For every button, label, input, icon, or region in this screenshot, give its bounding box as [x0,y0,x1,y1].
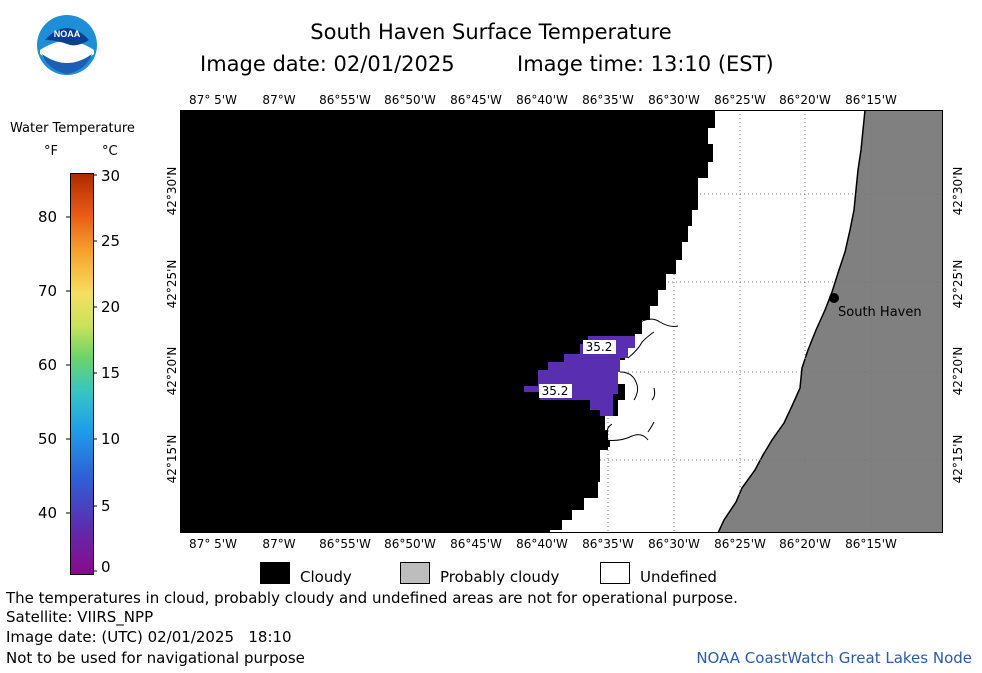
footer-credit: NOAA CoastWatch Great Lakes Node [696,649,972,667]
c-tick: 20 [101,298,121,316]
lon-label: 86°15'W [845,537,897,551]
lon-label: 86°15'W [845,93,897,107]
footer-utc-date: Image date: (UTC) 02/01/2025 18:10 [6,628,292,646]
temp-label-lower: 35.2 [539,384,572,398]
footer-disclaimer: The temperatures in cloud, probably clou… [6,589,738,607]
c-tick: 25 [101,232,121,250]
lat-label: 42°20'N [951,346,965,396]
unit-c: °C [102,144,118,159]
f-tick: 70 [38,282,58,300]
lon-label: 86°35'W [582,93,634,107]
lon-label: 87° 5'W [189,93,237,107]
temp-label-upper: 35.2 [583,340,616,354]
undefined-label: Undefined [640,568,717,586]
shore-lines [604,318,679,441]
footer-satellite: Satellite: VIIRS_NPP [6,608,154,626]
lon-label: 86°30'W [648,93,700,107]
lon-label: 86°20'W [779,93,831,107]
lat-label: 42°15'N [951,434,965,484]
lon-label: 86°55'W [319,93,371,107]
c-tick: 0 [101,558,111,576]
c-tick: 10 [101,430,121,448]
scale-ticks [66,174,97,572]
lat-label: 42°15'N [165,434,179,484]
svg-text:35.2: 35.2 [586,340,613,354]
city-marker-icon [829,293,839,303]
cloudy-area [180,110,715,533]
svg-text:35.2: 35.2 [542,384,569,398]
cloudy-swatch [260,562,290,584]
lat-label: 42°25'N [165,259,179,309]
undefined-swatch [600,562,630,584]
noaa-logo-text: NOAA [54,29,81,39]
f-tick: 60 [38,356,58,374]
image-time: Image time: 13:10 (EST) [517,52,774,76]
color-scale-bar [70,173,94,575]
land-area [717,110,943,533]
lon-label: 86°50'W [384,537,436,551]
lat-label: 42°25'N [951,259,965,309]
unit-f: °F [44,144,58,159]
map-border [180,110,943,533]
lon-label: 86°25'W [714,537,766,551]
c-tick: 5 [101,497,111,515]
lon-label: 86°20'W [779,537,831,551]
image-date: Image date: 02/01/2025 [200,52,455,76]
lon-label: 87°W [262,537,296,551]
lon-label: 87°W [262,93,296,107]
lat-label: 42°30'N [951,166,965,216]
legend-title: Water Temperature [10,121,135,136]
lat-label: 42°20'N [165,346,179,396]
c-tick: 30 [101,167,121,185]
city-label: South Haven [838,305,922,320]
lon-label: 86°25'W [714,93,766,107]
lon-label: 86°40'W [516,93,568,107]
lon-label: 86°40'W [516,537,568,551]
cloudy-label: Cloudy [300,568,352,586]
harbor-mark [602,440,610,447]
lon-label: 86°45'W [450,537,502,551]
page-title: South Haven Surface Temperature [310,20,672,44]
f-tick: 80 [38,208,58,226]
noaa-logo: NOAA [37,15,97,75]
probably-cloudy-label: Probably cloudy [440,568,560,586]
map-panel: 35.2 35.2 South Haven [180,110,943,533]
c-tick: 15 [101,364,121,382]
f-tick: 40 [38,504,58,522]
lon-label: 86°50'W [384,93,436,107]
lat-label: 42°30'N [165,166,179,216]
probably-cloudy-swatch [400,562,430,584]
f-tick: 50 [38,430,58,448]
lon-label: 86°30'W [648,537,700,551]
lon-label: 86°55'W [319,537,371,551]
lon-label: 87° 5'W [189,537,237,551]
footer-navigation-warning: Not to be used for navigational purpose [6,649,305,667]
lon-label: 86°45'W [450,93,502,107]
lon-label: 86°35'W [582,537,634,551]
